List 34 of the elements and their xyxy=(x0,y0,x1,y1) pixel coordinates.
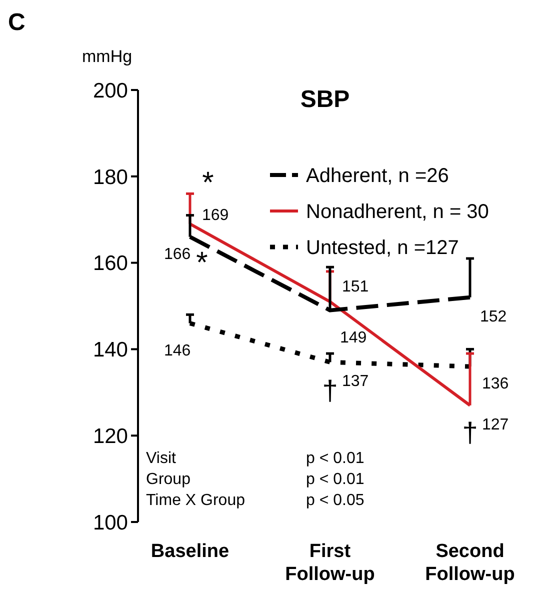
data-label: 137 xyxy=(342,373,369,390)
annotation: † xyxy=(322,374,338,406)
y-tick-label: 200 xyxy=(92,79,128,102)
y-tick-label: 100 xyxy=(92,511,128,534)
data-label: 127 xyxy=(482,416,509,434)
data-label: 151 xyxy=(342,278,369,296)
legend-label: Untested, n =127 xyxy=(306,237,459,259)
chart-title: SBP xyxy=(300,86,350,113)
data-label: 169 xyxy=(202,206,229,224)
data-label: 149 xyxy=(340,329,367,346)
y-axis-title: mmHg xyxy=(82,47,132,66)
annotation: * xyxy=(202,166,214,200)
x-tick-label: Second Follow-up xyxy=(425,541,515,585)
legend-label: Nonadherent, n = 30 xyxy=(306,201,489,223)
legend-label: Adherent, n =26 xyxy=(306,165,449,187)
y-tick-label: 140 xyxy=(92,338,128,362)
annotation: Time X Group xyxy=(146,492,246,509)
annotation: * xyxy=(196,246,208,280)
annotation: Visit xyxy=(146,450,176,467)
y-tick-label: 180 xyxy=(92,166,128,189)
y-tick-label: 160 xyxy=(92,252,128,276)
annotation: Group xyxy=(146,471,191,488)
y-tick-label: 120 xyxy=(92,424,128,448)
annotation: † xyxy=(462,416,478,448)
data-label: 152 xyxy=(480,308,507,326)
text: C xyxy=(8,9,26,36)
annotation: p < 0.01 xyxy=(306,471,364,488)
annotation: p < 0.05 xyxy=(306,492,364,509)
x-tick-label: First Follow-up xyxy=(285,541,375,585)
annotation: p < 0.01 xyxy=(306,450,364,467)
data-label: 166 xyxy=(164,246,191,263)
x-tick-label: Baseline xyxy=(150,541,230,562)
data-label: 136 xyxy=(482,375,509,392)
data-label: 146 xyxy=(164,342,191,360)
